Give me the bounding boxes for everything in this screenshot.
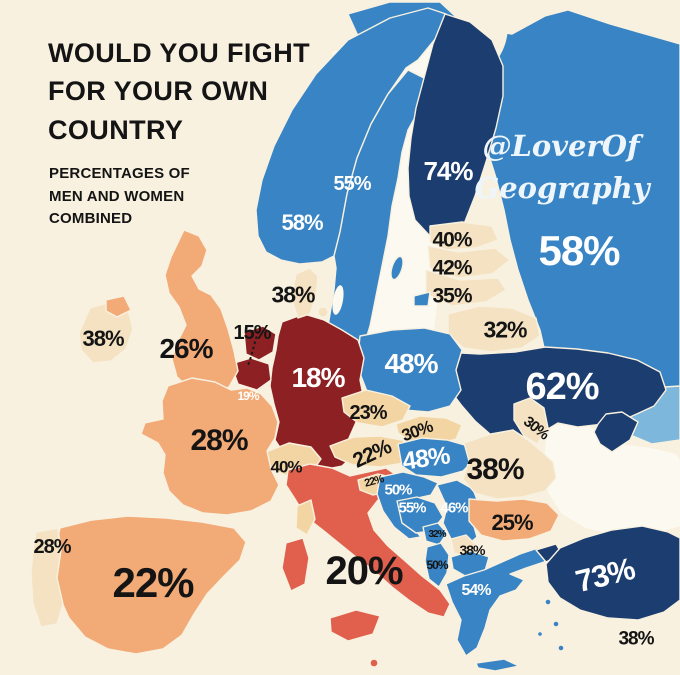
subtitle-line-2: MEN AND WOMEN	[49, 187, 185, 205]
country-estonia	[429, 221, 499, 251]
island-crete	[475, 658, 520, 672]
region-kaliningrad	[413, 291, 431, 307]
subtitle-line-1: PERCENTAGES OF	[49, 165, 190, 182]
danish-island	[317, 306, 329, 318]
country-montenegro	[422, 522, 448, 546]
region-northern-ireland	[105, 295, 132, 318]
island-malta	[369, 658, 379, 668]
island-corsica	[295, 499, 316, 536]
country-netherlands	[243, 325, 277, 361]
country-bulgaria	[468, 498, 560, 542]
country-greece	[445, 545, 561, 657]
country-denmark	[291, 267, 319, 319]
country-turkey	[545, 525, 680, 621]
island-sardinia	[281, 537, 310, 592]
country-slovakia	[395, 415, 463, 446]
page-title: WOULD YOU FIGHT FOR YOUR OWN COUNTRY	[48, 34, 310, 149]
title-line-3: COUNTRY	[48, 114, 184, 145]
greek-island	[552, 620, 560, 628]
country-spain	[54, 515, 247, 655]
country-lithuania	[425, 269, 507, 307]
greek-island	[544, 598, 552, 606]
black-sea	[544, 422, 680, 536]
country-albania	[424, 542, 450, 588]
country-norway	[255, 7, 447, 265]
country-italy	[285, 463, 451, 618]
page-subtitle: PERCENTAGES OF MEN AND WOMEN COMBINED	[49, 163, 190, 231]
country-latvia	[427, 245, 511, 279]
gotland-island	[390, 255, 404, 281]
country-poland	[357, 327, 463, 413]
country-belarus	[447, 305, 541, 353]
country-france	[140, 377, 280, 516]
country-romania	[462, 429, 557, 500]
region-crimea	[593, 411, 639, 453]
country-united-kingdom	[164, 229, 239, 394]
country-moldova	[513, 397, 549, 445]
country-serbia	[436, 479, 480, 548]
watermark-name: Geography	[474, 171, 650, 205]
country-portugal	[30, 527, 64, 628]
swedish-lakes	[332, 285, 344, 315]
title-line-2: FOR YOUR OWN	[48, 76, 269, 107]
island-sicily	[329, 609, 381, 642]
title-line-1: WOULD YOU FIGHT	[48, 38, 310, 68]
greek-island	[536, 630, 544, 638]
subtitle-line-3: COMBINED	[49, 210, 133, 227]
greek-island	[557, 644, 565, 652]
country-czechia	[341, 389, 411, 428]
watermark-handle: @LoverOf	[482, 129, 640, 163]
